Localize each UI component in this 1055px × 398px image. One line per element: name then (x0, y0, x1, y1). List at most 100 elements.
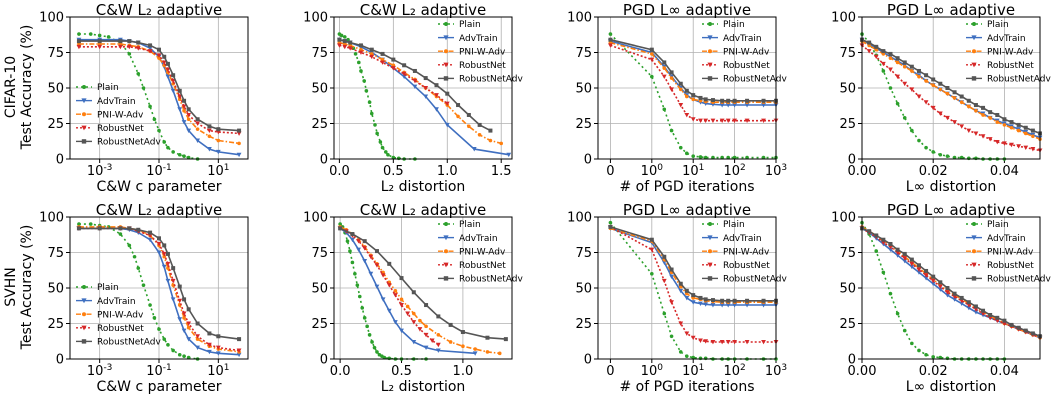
legend-label: Plain (97, 83, 119, 93)
series-point-robustnet (698, 338, 703, 343)
series-point-plain (369, 111, 374, 116)
x-tick-label: 101 (207, 363, 229, 379)
legend-label: AdvTrain (97, 297, 136, 307)
series-point-robustnetadv (488, 128, 493, 133)
series-point-robustnetadv (931, 274, 936, 279)
series-point-plain (378, 140, 383, 144)
series-line-advtrain (610, 40, 776, 106)
series-point-advtrain (909, 264, 915, 270)
x-tick-label: 0.00 (848, 364, 877, 379)
series-point-plain (684, 354, 689, 358)
series-point-robustnet (118, 44, 123, 50)
series-point-advtrain (181, 328, 187, 333)
series-point-robustnet (973, 131, 979, 136)
legend-marker (444, 49, 448, 54)
series-point-pni-w-adv (967, 104, 971, 109)
series-point-robustnet (411, 320, 417, 325)
series-point-robustnetadv (97, 39, 102, 44)
series-point-plain (166, 145, 170, 150)
series-point-advtrain (678, 288, 684, 294)
axes-frame (333, 16, 513, 160)
series-point-plain (650, 272, 654, 276)
series-point-advtrain (380, 297, 386, 302)
series-point-plain (967, 156, 971, 161)
chart-panel-1: 0 25 50 75 100 0.0 0.5 1.0 1.5 C&W L₂ adaptive L₂ … (303, 1, 523, 195)
series-group (337, 222, 508, 361)
series-point-robustnetadv (662, 60, 667, 65)
chart-panel-3: 0 25 50 75 100 0.00 0.02 0.04 PGD L∞ adaptive L∞ … (831, 1, 1051, 195)
series-point-pni-w-adv (888, 56, 893, 60)
series-point-robustnetadv (761, 98, 766, 103)
y-tick-label: 25 (47, 117, 64, 132)
series-point-robustnetadv (118, 226, 123, 231)
axes-frame (861, 216, 1041, 360)
series-point-plain (383, 150, 388, 154)
series-point-plain (608, 32, 613, 36)
legend-marker (971, 62, 977, 68)
y-tick-label: 50 (311, 82, 328, 97)
chart-title: C&W L₂ adaptive (360, 201, 487, 219)
series-point-robustnet (1002, 141, 1007, 146)
series-point-plain (874, 249, 879, 253)
y-tick-label: 75 (47, 246, 64, 261)
series-point-advtrain (732, 303, 738, 308)
x-tick-label: 0.04 (990, 164, 1019, 179)
series-point-robustnetadv (732, 98, 737, 103)
series-point-robustnetadv (337, 37, 342, 42)
series-point-plain (698, 155, 703, 159)
row-1-dataset-label: SVHN (3, 267, 19, 306)
legend-marker (81, 139, 87, 144)
series-point-robustnetadv (148, 43, 153, 48)
series-point-pni-w-adv (195, 337, 200, 341)
series-point-robustnet (732, 118, 738, 124)
legend-marker (707, 235, 713, 241)
series-point-robustnet (380, 273, 386, 278)
series-point-advtrain (362, 259, 368, 264)
series-point-plain (931, 150, 935, 154)
x-axis-label: # of PGD iterations (619, 179, 754, 195)
series-point-robustnetadv (207, 124, 212, 129)
chart-title: PGD L∞ adaptive (887, 201, 1015, 219)
series-point-pni-w-adv (411, 311, 416, 316)
series-point-robustnet (76, 44, 82, 50)
series-point-robustnet (649, 57, 655, 62)
y-tick-label: 50 (839, 282, 856, 297)
x-tick-label: 1.0 (437, 164, 458, 179)
series-point-plain (152, 316, 157, 320)
series-point-plain (182, 354, 186, 358)
series-point-pni-w-adv (938, 87, 943, 92)
series-point-advtrain (423, 94, 429, 99)
series-point-plain (698, 356, 703, 361)
series-point-robustnet (690, 335, 696, 341)
series-point-robustnet (710, 118, 716, 124)
series-point-advtrain (215, 149, 221, 155)
series-group (76, 32, 242, 161)
series-point-robustnetadv (237, 128, 242, 133)
series-point-robustnet (994, 139, 1000, 145)
series-point-robustnetadv (931, 77, 936, 82)
legend-label: Plain (459, 220, 481, 230)
series-point-advtrain (147, 237, 153, 243)
series-point-advtrain (170, 297, 176, 302)
series-point-pni-w-adv (436, 333, 441, 337)
series-point-robustnetadv (952, 291, 957, 296)
y-tick-label: 75 (311, 46, 328, 61)
series-point-robustnetadv (995, 315, 1000, 320)
series-point-robustnet (684, 331, 690, 336)
series-point-plain (357, 60, 361, 65)
chart-title: C&W L₂ adaptive (360, 1, 487, 19)
series-point-robustnetadv (1016, 122, 1021, 127)
series-point-robustnetadv (207, 331, 212, 336)
series-point-pni-w-adv (186, 117, 191, 122)
series-point-plain (881, 270, 886, 275)
x-axis-label: C&W c parameter (96, 179, 221, 195)
series-point-robustnet (873, 54, 879, 60)
y-tick-label: 0 (320, 353, 328, 368)
chart-title: C&W L₂ adaptive (96, 201, 223, 219)
series-point-robustnetadv (1023, 328, 1028, 333)
legend-marker (708, 249, 712, 254)
series-point-robustnet (429, 338, 435, 343)
series-point-pni-w-adv (182, 316, 186, 320)
series-point-robustnetadv (76, 226, 81, 231)
series-point-robustnetadv (867, 229, 872, 234)
